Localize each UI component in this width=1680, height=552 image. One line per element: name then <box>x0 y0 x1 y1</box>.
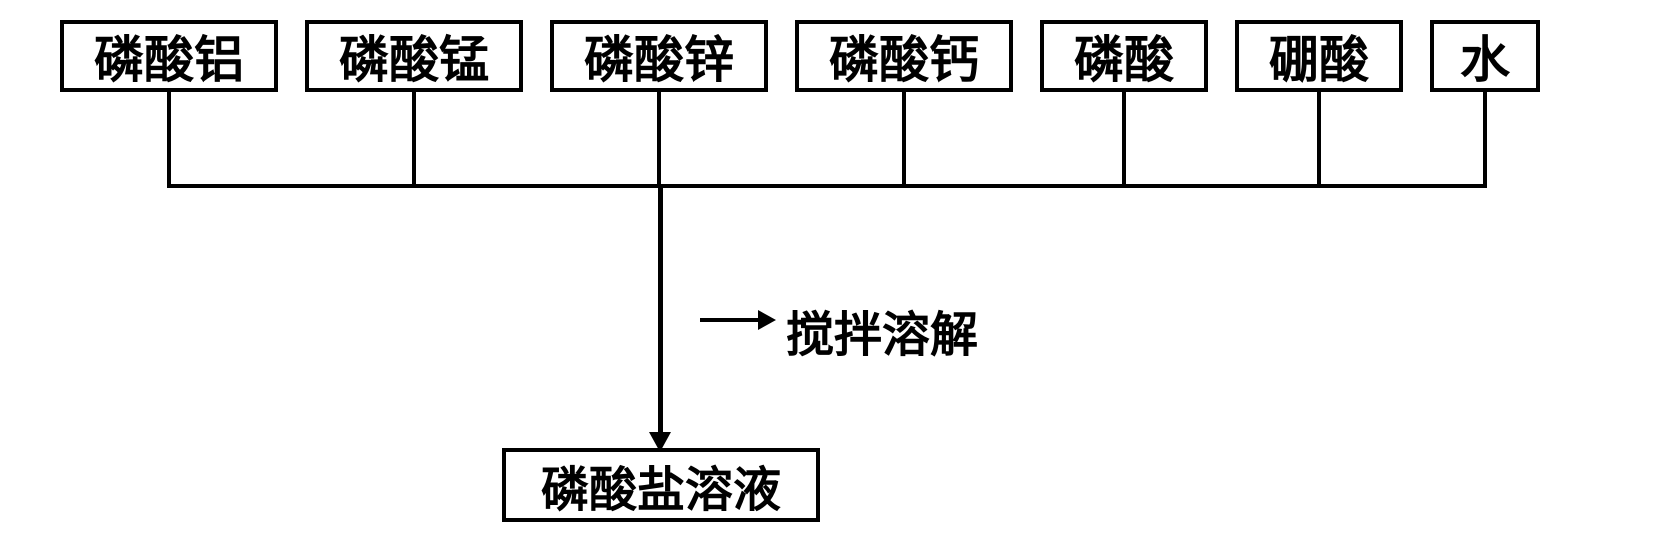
input-box-water: 水 <box>1430 20 1540 92</box>
main-arrow-shaft <box>658 184 663 436</box>
side-arrow-shaft <box>700 318 760 322</box>
connector-drop <box>167 92 171 188</box>
input-label: 磷酸锰 <box>339 20 489 92</box>
output-label: 磷酸盐溶液 <box>541 450 781 520</box>
connector-drop <box>902 92 906 188</box>
connector-drop <box>1122 92 1126 188</box>
input-label: 磷酸铝 <box>94 20 244 92</box>
output-box-phosphate-solution: 磷酸盐溶液 <box>502 448 820 522</box>
input-label: 磷酸钙 <box>829 20 979 92</box>
input-label: 磷酸锌 <box>584 20 734 92</box>
input-label: 硼酸 <box>1269 20 1369 92</box>
connector-drop <box>412 92 416 188</box>
connector-drop <box>657 92 661 188</box>
input-box-calcium-phosphate: 磷酸钙 <box>795 20 1013 92</box>
process-label-stir-dissolve: 搅拌溶解 <box>786 295 978 365</box>
connector-drop <box>1483 92 1487 188</box>
connector-drop <box>1317 92 1321 188</box>
input-box-manganese-phosphate: 磷酸锰 <box>305 20 523 92</box>
side-arrow-head <box>758 310 776 330</box>
input-label: 磷酸 <box>1074 20 1174 92</box>
flowchart-canvas: 磷酸铝 磷酸锰 磷酸锌 磷酸钙 磷酸 硼酸 水搅拌溶解磷酸盐溶液 <box>0 0 1680 552</box>
input-box-phosphoric-acid: 磷酸 <box>1040 20 1208 92</box>
input-box-aluminum-phosphate: 磷酸铝 <box>60 20 278 92</box>
connector-bus <box>167 184 1487 188</box>
input-label: 水 <box>1460 20 1510 92</box>
input-box-boric-acid: 硼酸 <box>1235 20 1403 92</box>
input-box-zinc-phosphate: 磷酸锌 <box>550 20 768 92</box>
